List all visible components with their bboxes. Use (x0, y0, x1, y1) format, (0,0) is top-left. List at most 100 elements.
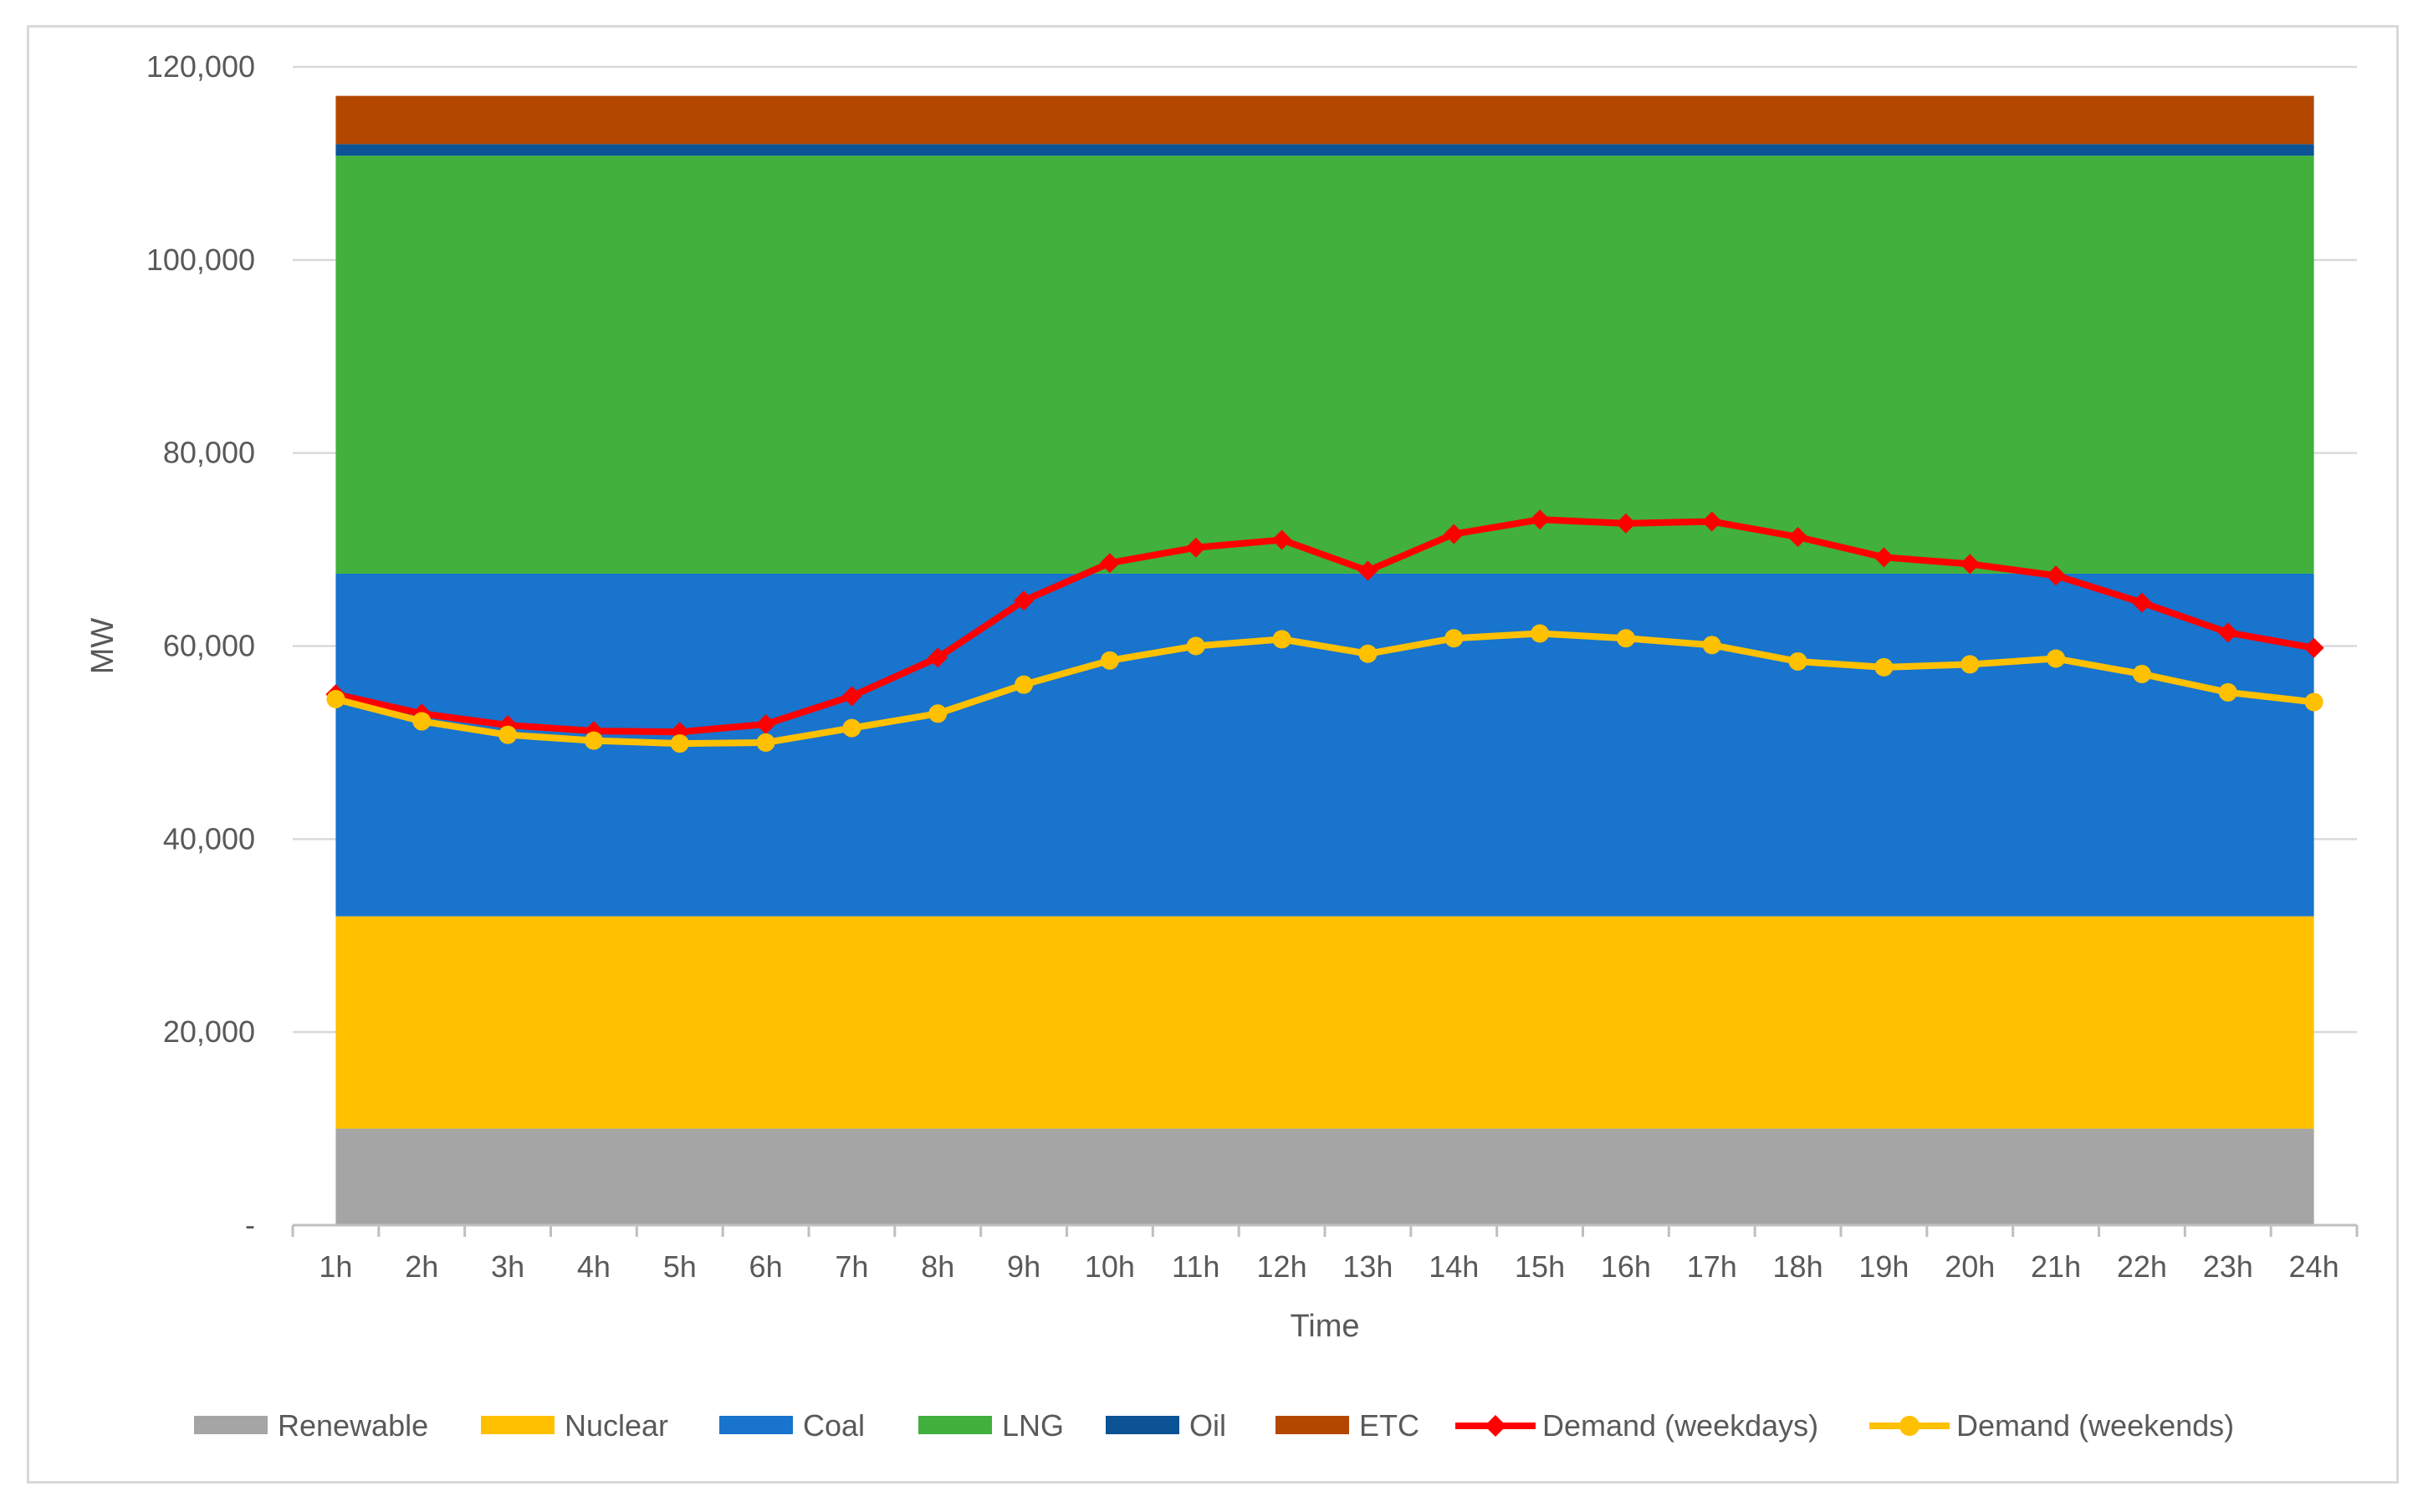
data-point-circle (1531, 624, 1550, 643)
legend-item: Nuclear (481, 1408, 668, 1443)
data-point-diamond (1185, 537, 1206, 558)
data-point-circle (1186, 636, 1205, 656)
data-point-diamond (1960, 554, 1981, 575)
legend-swatch (194, 1416, 268, 1434)
data-point-diamond (2046, 565, 2067, 586)
y-tick-label: 20,000 (163, 1014, 255, 1049)
data-point-diamond (1485, 1415, 1506, 1437)
series-line (332, 630, 2318, 748)
legend-item: Demand (weekdays) (1455, 1408, 1818, 1443)
x-tick-label: 23h (2203, 1249, 2253, 1284)
x-tick-label: 3h (491, 1249, 524, 1284)
data-point-circle (498, 725, 518, 744)
x-tick-label: 17h (1687, 1249, 1737, 1284)
area-nuclear (335, 916, 2314, 1129)
legend-label: LNG (1002, 1408, 1064, 1443)
x-axis-title: Time (1290, 1309, 1359, 1344)
data-point-circle (2047, 649, 2066, 668)
legend-item: LNG (918, 1408, 1064, 1443)
x-tick-label: 24h (2289, 1249, 2339, 1284)
x-tick-label: 18h (1773, 1249, 1823, 1284)
legend-swatch (481, 1416, 555, 1434)
data-point-circle (326, 689, 345, 708)
x-tick-label: 10h (1085, 1249, 1135, 1284)
legend-swatch (1275, 1416, 1349, 1434)
data-point-diamond (1357, 560, 1378, 581)
x-tick-label: 7h (835, 1249, 868, 1284)
x-tick-label: 2h (405, 1249, 438, 1284)
y-tick-label: 100,000 (146, 243, 255, 277)
x-tick-label: 16h (1601, 1249, 1651, 1284)
legend-label: Oil (1189, 1408, 1226, 1443)
legend-swatch (918, 1416, 992, 1434)
legend-label: Nuclear (565, 1408, 668, 1443)
y-tick-label: 40,000 (163, 821, 255, 856)
legend-label: Renewable (278, 1408, 428, 1443)
data-point-diamond (1787, 527, 1808, 548)
legend-swatch (1106, 1416, 1179, 1434)
data-point-diamond (928, 647, 948, 668)
data-point-circle (1272, 630, 1291, 649)
legend-item: Renewable (194, 1408, 428, 1443)
x-tick-label: 13h (1342, 1249, 1393, 1284)
area-lng (335, 156, 2314, 574)
x-tick-label: 11h (1172, 1249, 1219, 1284)
y-tick-label: - (245, 1208, 255, 1242)
legend-label: Demand (weekends) (1956, 1408, 2234, 1443)
y-axis-title: MW (85, 618, 120, 675)
x-tick-label: 8h (921, 1249, 954, 1284)
data-point-circle (1788, 651, 1807, 671)
data-point-circle (1015, 675, 1034, 694)
y-tick-label: 80,000 (163, 436, 255, 470)
x-tick-label: 5h (663, 1249, 697, 1284)
data-point-circle (1616, 629, 1635, 648)
data-point-diamond (2217, 622, 2238, 643)
legend-item: Coal (719, 1408, 865, 1443)
x-tick-label: 9h (1007, 1249, 1040, 1284)
legend: Renewable Nuclear Coal LNG Oil ETC Demand (wee… (194, 1408, 2234, 1443)
data-point-diamond (1530, 509, 1551, 530)
x-tick-label: 20h (1945, 1249, 1995, 1284)
stacked-areas (335, 95, 2314, 1225)
area-renewable (335, 1128, 2314, 1225)
data-point-diamond (2303, 637, 2324, 658)
data-point-circle (1960, 655, 1980, 674)
data-point-circle (1358, 644, 1378, 663)
data-point-diamond (2131, 592, 2152, 613)
legend-label: ETC (1359, 1408, 1419, 1443)
data-point-circle (842, 718, 861, 738)
x-tick-label: 14h (1429, 1249, 1479, 1284)
x-tick-label: 4h (577, 1249, 611, 1284)
data-point-diamond (1874, 547, 1894, 568)
legend-label: Coal (803, 1408, 865, 1443)
data-point-circle (1702, 636, 1721, 655)
data-point-circle (1874, 657, 1894, 677)
data-point-circle (1444, 629, 1464, 648)
data-point-diamond (1701, 511, 1722, 532)
data-point-circle (928, 704, 948, 723)
x-tick-label: 1h (319, 1249, 352, 1284)
x-tick-label: 19h (1858, 1249, 1909, 1284)
x-tick-label: 22h (2117, 1249, 2167, 1284)
legend-item: Oil (1106, 1408, 1226, 1443)
data-point-diamond (755, 713, 776, 734)
y-tick-label: 120,000 (146, 49, 255, 84)
data-point-diamond (1444, 524, 1465, 544)
data-point-circle (2218, 682, 2237, 702)
demand-lines (325, 509, 2324, 753)
x-tick-label: 21h (2031, 1249, 2081, 1284)
data-point-diamond (1615, 513, 1636, 534)
legend-item: ETC (1275, 1408, 1419, 1443)
data-point-diamond (841, 686, 862, 707)
y-tick-label: 60,000 (163, 629, 255, 663)
data-point-circle (670, 734, 689, 753)
data-point-circle (584, 731, 603, 750)
data-point-diamond (1099, 553, 1120, 574)
x-tick-label: 15h (1515, 1249, 1565, 1284)
legend-marker (1899, 1416, 1920, 1436)
series-weekends (326, 624, 2323, 753)
x-tick-label: 6h (749, 1249, 783, 1284)
series-line (332, 516, 2318, 736)
legend-item: Demand (weekends) (1869, 1408, 2234, 1443)
data-point-circle (2132, 664, 2151, 683)
